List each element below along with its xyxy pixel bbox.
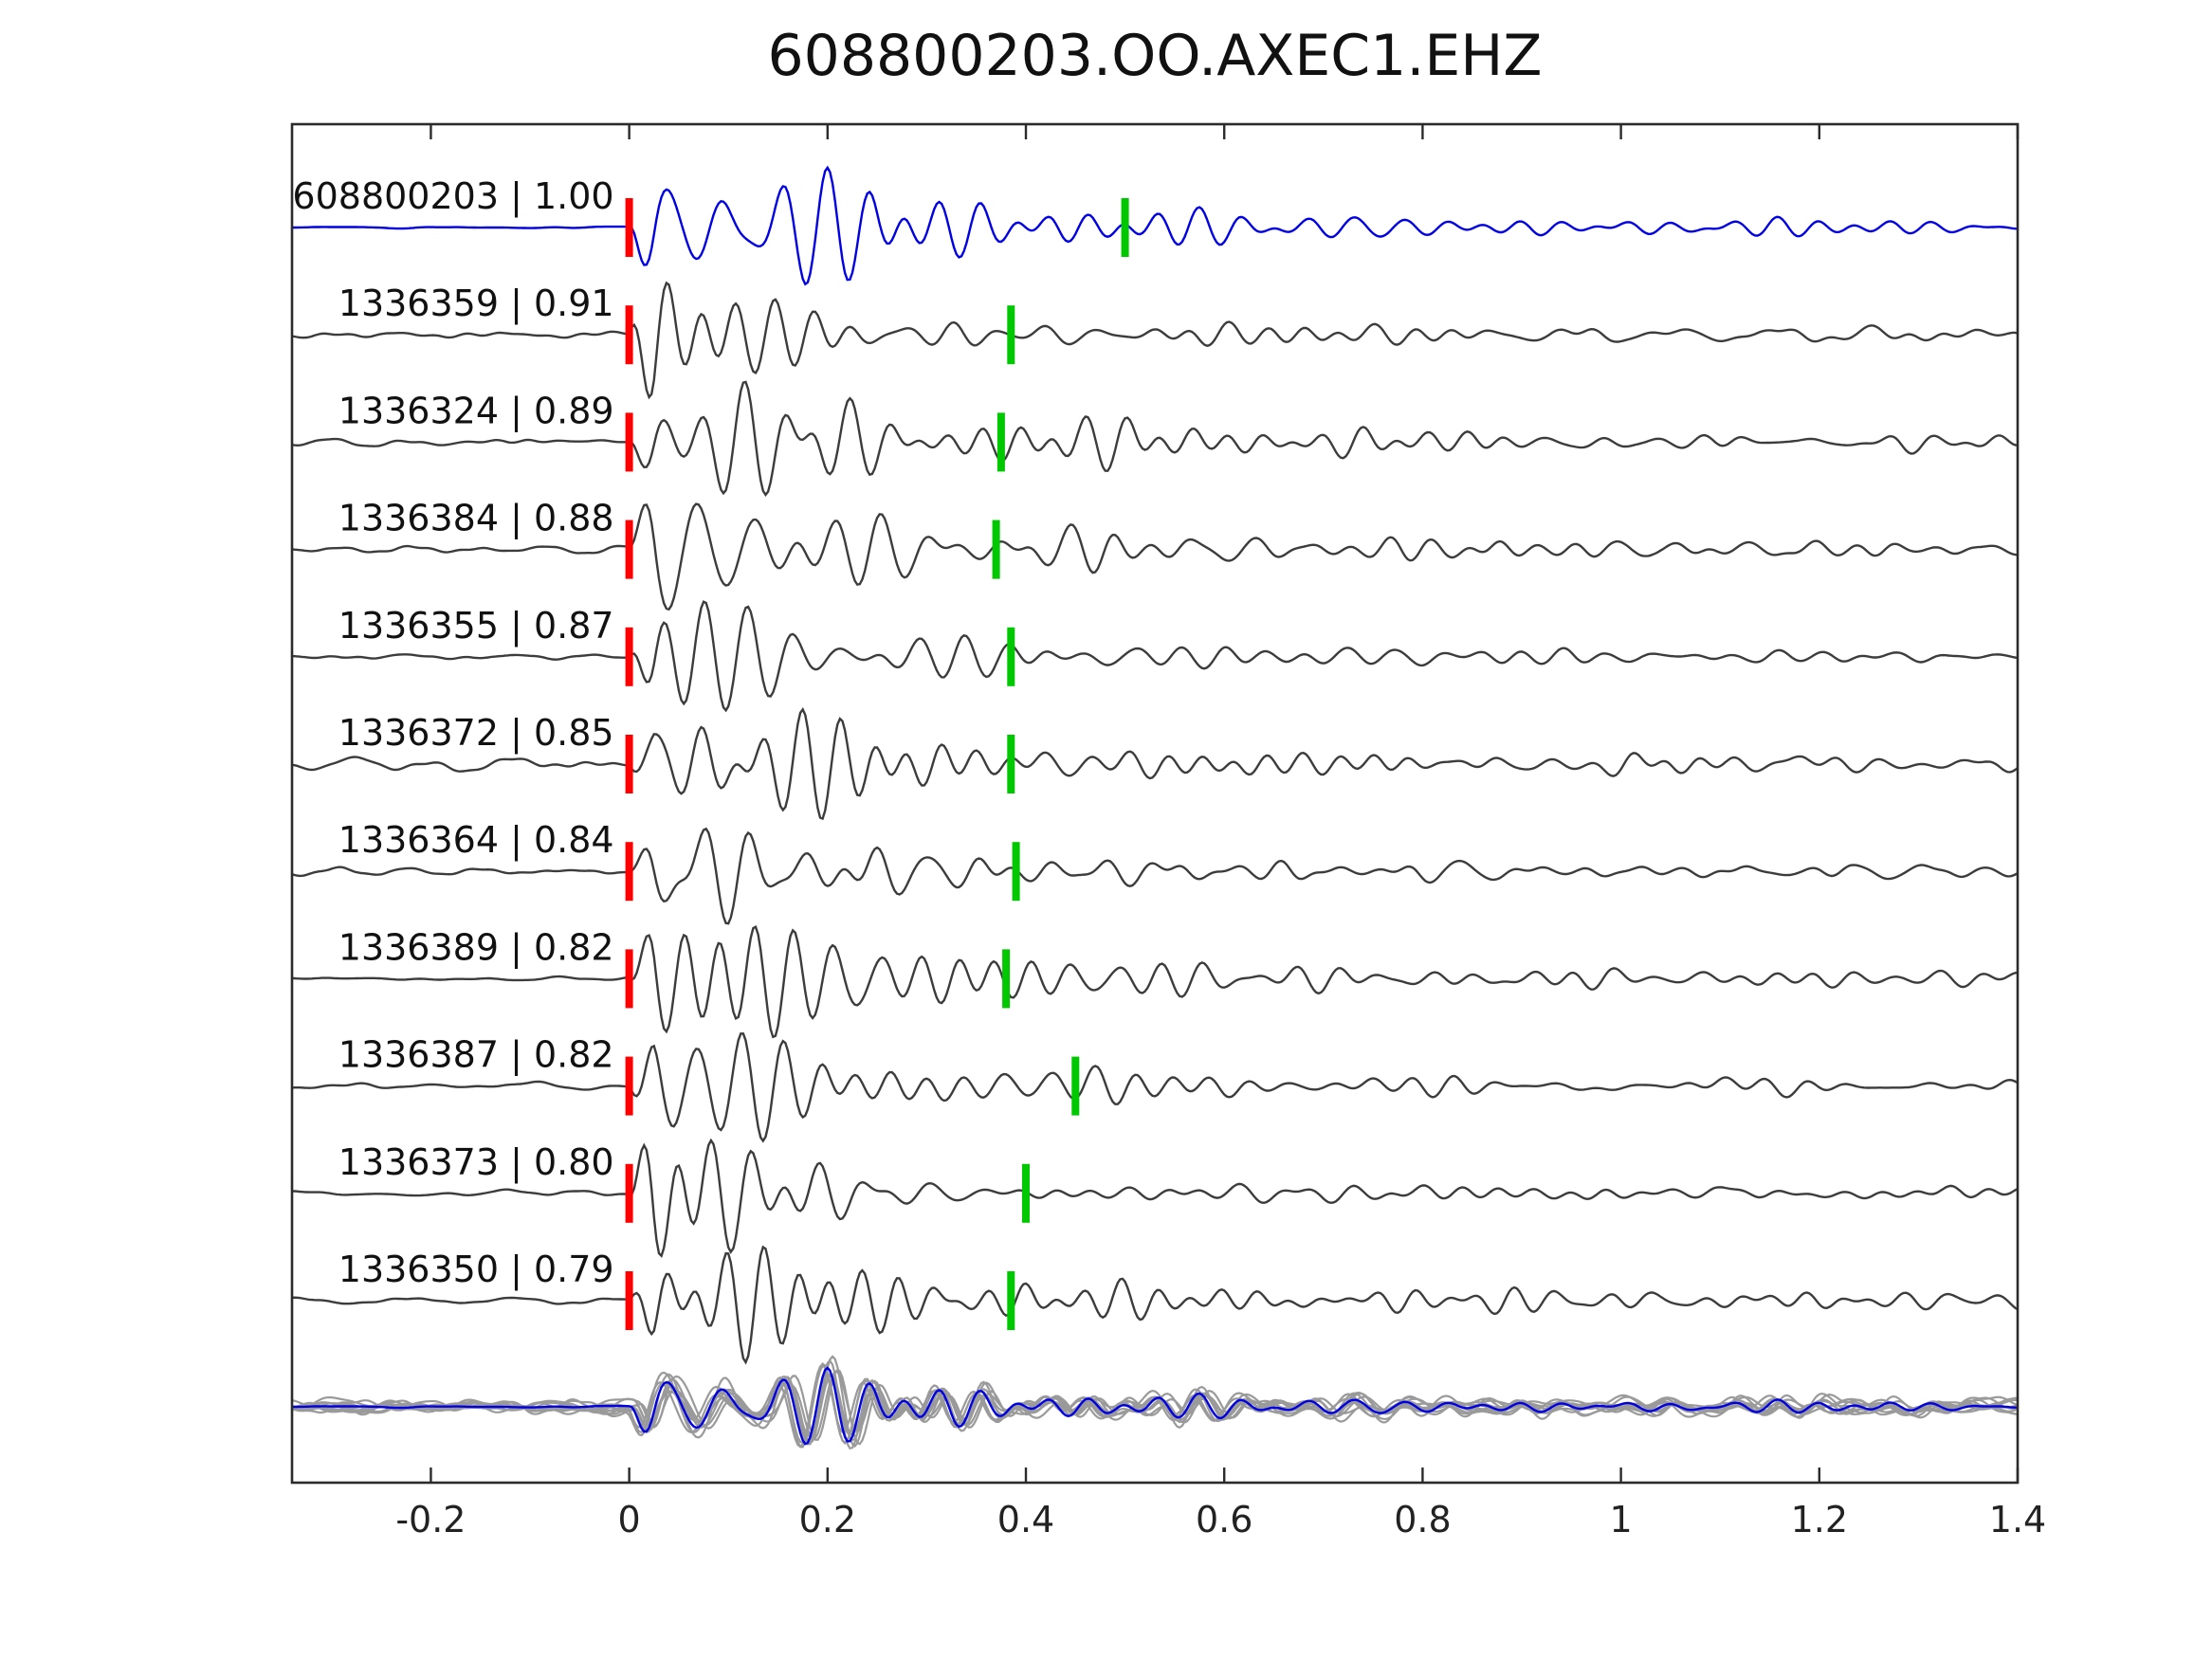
- pick-green-marker: [1002, 949, 1011, 1009]
- x-tick-label: 0: [618, 1499, 641, 1540]
- trace-label: 1336364 | 0.84: [338, 819, 614, 862]
- axis-box: [290, 122, 2020, 1485]
- detection-trace-line: [292, 924, 2018, 1039]
- detection-trace-line: [292, 600, 2018, 713]
- pick-red-marker: [625, 1271, 633, 1330]
- detection-trace-line: [292, 827, 2018, 925]
- pick-green-marker: [1007, 1271, 1015, 1330]
- pick-red-marker: [625, 305, 633, 365]
- x-tick-label: 0.8: [1394, 1499, 1451, 1540]
- pick-green-marker: [1007, 735, 1015, 793]
- x-tick-label: -0.2: [395, 1499, 466, 1540]
- pick-green-marker: [1007, 627, 1015, 686]
- pick-red-marker: [625, 412, 633, 472]
- pick-green-marker: [992, 520, 1000, 579]
- pick-red-marker: [625, 627, 633, 686]
- pick-red-marker: [625, 735, 633, 793]
- x-tick-label: 0.4: [997, 1499, 1054, 1540]
- pick-red-marker: [625, 1163, 633, 1223]
- detection-trace-line: [292, 502, 2018, 611]
- trace-label: 1336387 | 0.82: [338, 1034, 614, 1077]
- trace-label: 1336372 | 0.85: [338, 712, 614, 755]
- template-trace-line: [292, 165, 2018, 286]
- detection-trace-line: [292, 1138, 2018, 1258]
- trace-label: 608800203 | 1.00: [292, 175, 613, 218]
- pick-green-marker: [1007, 305, 1015, 365]
- trace-label: 1336389 | 0.82: [338, 926, 614, 969]
- x-tick-label: 0.2: [799, 1499, 856, 1540]
- pick-green-marker: [1121, 198, 1129, 257]
- pick-green-marker: [1012, 842, 1020, 902]
- trace-label: 1336384 | 0.88: [338, 498, 614, 540]
- pick-red-marker: [625, 842, 633, 902]
- trace-label: 1336350 | 0.79: [338, 1249, 614, 1291]
- detection-trace-line: [292, 707, 2018, 821]
- figure-title: 608800203.OO.AXEC1.EHZ: [767, 23, 1543, 89]
- detection-trace-line: [292, 281, 2018, 400]
- pick-red-marker: [625, 949, 633, 1009]
- trace-label: 1336355 | 0.87: [338, 605, 614, 647]
- x-tick-label: 0.6: [1196, 1499, 1252, 1540]
- x-tick-label: 1.4: [1989, 1499, 2046, 1540]
- stack-template-line: [292, 1366, 2018, 1446]
- trace-label: 1336373 | 0.80: [338, 1141, 614, 1184]
- x-tick-label: 1.2: [1791, 1499, 1848, 1540]
- trace-label: 1336324 | 0.89: [338, 390, 614, 432]
- pick-green-marker: [996, 412, 1005, 472]
- detection-trace-line: [292, 1032, 2018, 1143]
- pick-green-marker: [1022, 1163, 1030, 1223]
- detection-trace-line: [292, 1245, 2018, 1365]
- x-tick-label: 1: [1610, 1499, 1633, 1540]
- detection-trace-line: [292, 380, 2018, 497]
- trace-label: 1336359 | 0.91: [338, 283, 614, 325]
- pick-red-marker: [625, 198, 633, 257]
- pick-green-marker: [1071, 1056, 1080, 1116]
- pick-red-marker: [625, 1056, 633, 1116]
- pick-red-marker: [625, 520, 633, 579]
